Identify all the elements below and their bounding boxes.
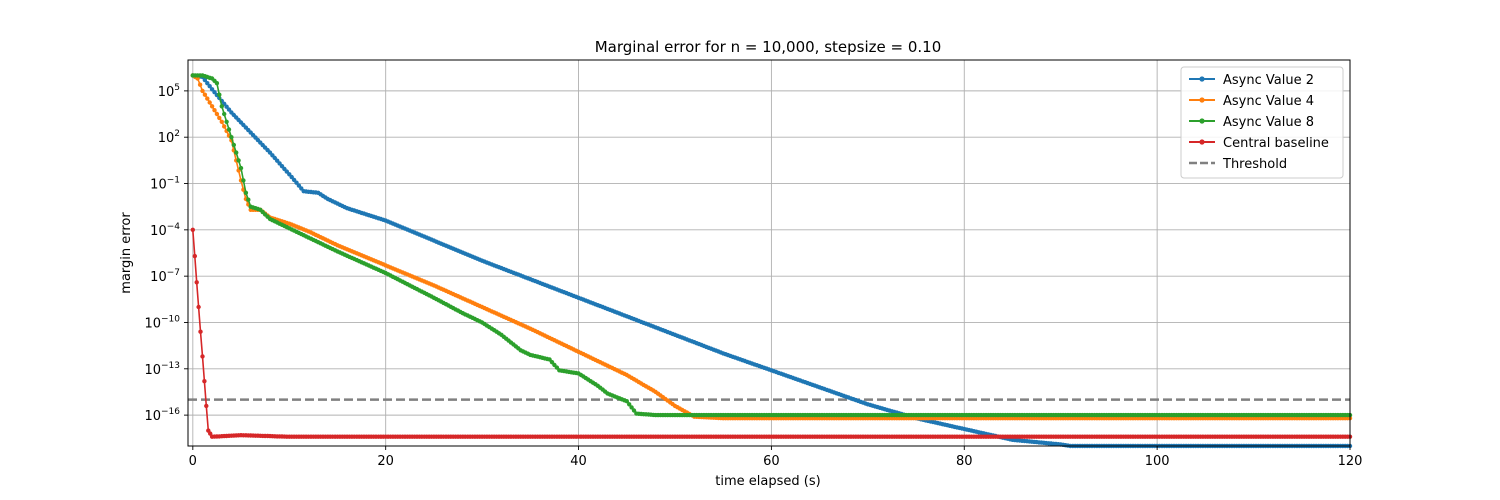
grid	[188, 60, 1351, 446]
legend-label: Threshold	[1222, 157, 1287, 172]
data-point	[214, 81, 220, 86]
legend-item: Async Value 2	[1189, 73, 1314, 88]
data-point	[209, 87, 215, 92]
data-point	[241, 178, 246, 183]
plot-frame	[187, 59, 1351, 447]
x-tick-label: 80	[956, 454, 973, 469]
data-point	[209, 104, 215, 109]
data-point	[212, 90, 217, 95]
data-point	[236, 158, 241, 163]
data-point	[200, 354, 205, 359]
y-tick-label: 10−1	[150, 176, 180, 193]
series-markers	[190, 73, 1353, 418]
y-tick-label: 10−4	[150, 222, 180, 239]
data-point	[198, 329, 203, 334]
data-point	[195, 76, 200, 81]
y-tick-label: 10−10	[144, 314, 180, 331]
data-point	[294, 180, 299, 185]
y-tick-label: 102	[158, 129, 180, 146]
legend: Async Value 2 Async Value 4 Async Value 8 C…	[1180, 66, 1344, 179]
legend-label: Central baseline	[1223, 136, 1329, 151]
x-axis-ticks: 0 20 40 60 80 100 120	[189, 446, 1363, 469]
data-point	[217, 115, 222, 121]
series-3	[190, 73, 1353, 418]
data-point	[226, 107, 232, 112]
x-tick-label: 100	[1145, 454, 1170, 469]
data-point	[202, 77, 208, 83]
series-4	[190, 227, 1353, 439]
legend-marker	[1199, 139, 1205, 145]
y-tick-label: 10−16	[144, 407, 180, 424]
data-point	[224, 104, 229, 109]
legend-marker	[1199, 97, 1205, 103]
data-point	[190, 227, 195, 232]
legend-item: Async Value 4	[1189, 94, 1314, 109]
legend-item: Async Value 8	[1189, 115, 1314, 130]
data-point	[224, 119, 229, 125]
data-point	[200, 88, 205, 94]
x-tick-label: 40	[570, 454, 587, 469]
data-point	[246, 197, 251, 202]
data-point	[202, 379, 207, 384]
data-point	[204, 403, 209, 409]
data-point	[219, 104, 224, 109]
legend-marker	[1199, 76, 1205, 82]
legend-label: Async Value 4	[1223, 94, 1314, 109]
legend-item: Central baseline	[1189, 136, 1329, 151]
legend-marker	[1199, 118, 1205, 124]
data-point	[231, 142, 236, 148]
legend-label: Async Value 2	[1223, 73, 1314, 88]
data-point	[217, 92, 222, 97]
x-tick-label: 20	[377, 454, 394, 469]
series-markers	[190, 73, 1353, 421]
data-point	[196, 304, 201, 310]
data-point	[205, 96, 210, 101]
data-point	[214, 111, 220, 117]
series-2	[190, 73, 1353, 421]
x-axis-label: time elapsed (s)	[715, 474, 820, 489]
legend-box	[1180, 66, 1344, 179]
data-point	[629, 405, 634, 410]
data-point	[226, 127, 232, 132]
x-tick-label: 0	[189, 454, 197, 469]
y-tick-label: 10−13	[144, 361, 180, 378]
data-point	[624, 399, 629, 404]
y-tick-label: 10−7	[150, 268, 180, 285]
data-point	[627, 402, 632, 407]
legend-item: Threshold	[1189, 157, 1287, 172]
data-point	[229, 135, 234, 140]
series-layer	[190, 73, 1353, 449]
data-point	[194, 280, 199, 285]
x-tick-label: 120	[1338, 454, 1363, 469]
chart-title: Marginal error for n = 10,000, stepsize …	[595, 38, 942, 56]
y-tick-label: 105	[158, 83, 180, 100]
series-markers	[190, 227, 1353, 439]
y-axis-ticks: 10−16 10−13 10−10 10−7 10−4 10−1 102 105	[144, 83, 188, 424]
data-point	[238, 165, 244, 171]
data-point	[202, 92, 208, 97]
legend-label: Async Value 8	[1223, 115, 1314, 130]
data-point	[243, 190, 249, 195]
data-point	[631, 408, 637, 413]
data-point	[205, 81, 210, 86]
data-point	[212, 108, 217, 113]
x-tick-label: 60	[763, 454, 780, 469]
data-point	[222, 124, 227, 129]
data-point	[234, 150, 239, 155]
data-point	[207, 84, 212, 89]
data-point	[222, 111, 227, 117]
data-point	[219, 119, 224, 125]
y-axis-label: margin error	[119, 212, 134, 294]
data-point	[197, 82, 203, 87]
data-point	[192, 253, 197, 259]
data-point	[207, 100, 212, 105]
